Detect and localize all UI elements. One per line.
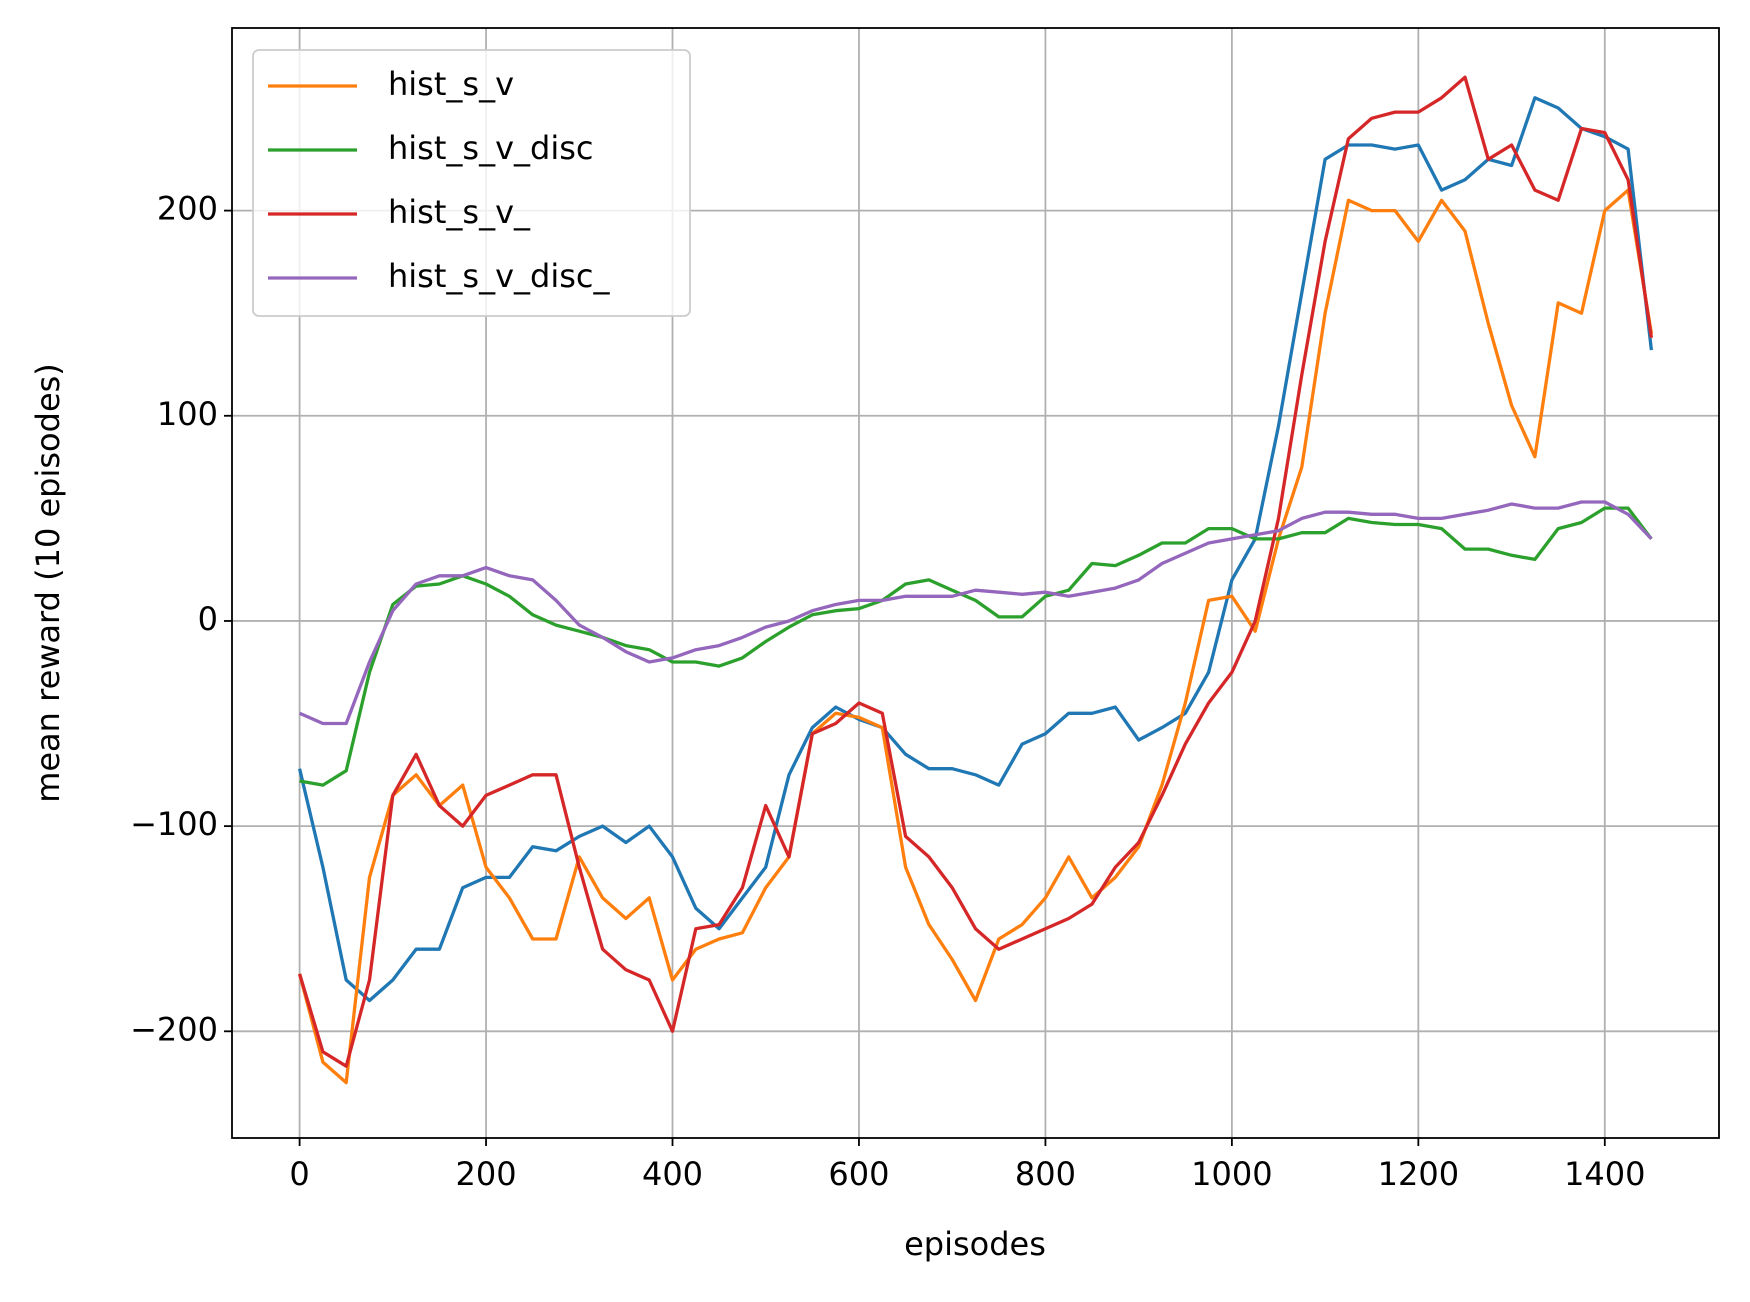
x-tick-label: 1000 xyxy=(1191,1155,1272,1193)
plot-frame xyxy=(231,27,1720,1139)
y-tick-label: −100 xyxy=(130,805,218,843)
x-tick-label: 800 xyxy=(1015,1155,1076,1193)
x-tick-label: 1200 xyxy=(1378,1155,1459,1193)
legend-label: hist_s_v_disc_ xyxy=(388,257,610,295)
series-line xyxy=(298,75,1654,1068)
legend-label: hist_s_v_ xyxy=(388,193,531,231)
series-line xyxy=(298,500,1653,726)
x-tick-label: 600 xyxy=(828,1155,889,1193)
y-tick-label: 0 xyxy=(198,600,218,638)
series-line xyxy=(297,96,1654,1003)
legend-label: hist_s_v_disc xyxy=(388,129,593,167)
y-axis-label: mean reward (10 episodes) xyxy=(29,363,67,803)
x-tick-label: 400 xyxy=(642,1155,703,1193)
legend-box xyxy=(252,49,691,317)
series-line xyxy=(298,188,1654,1085)
y-tick-label: 200 xyxy=(157,190,218,228)
y-tick-label: −200 xyxy=(130,1010,218,1048)
series-line xyxy=(299,506,1653,787)
y-tick-label: 100 xyxy=(157,395,218,433)
x-tick-label: 1400 xyxy=(1564,1155,1645,1193)
legend-label: hist_s_v xyxy=(388,65,514,103)
x-tick-label: 0 xyxy=(289,1155,309,1193)
x-axis-label: episodes xyxy=(904,1225,1046,1263)
x-tick-label: 200 xyxy=(456,1155,517,1193)
